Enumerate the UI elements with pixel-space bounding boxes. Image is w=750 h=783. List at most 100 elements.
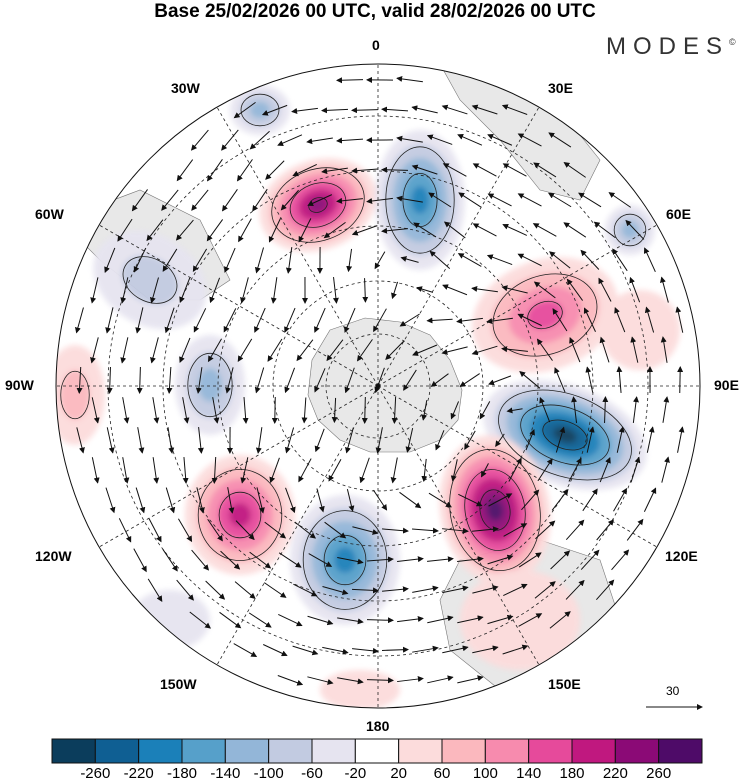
wind-arrow [374, 251, 386, 270]
wind-arrow [495, 433, 505, 447]
wind-arrow [224, 247, 236, 273]
wind-arrow [375, 427, 383, 454]
wind-arrow [135, 307, 144, 334]
wind-arrow [182, 397, 190, 424]
lon-label-150w: 150W [160, 676, 197, 692]
wind-arrow [457, 556, 484, 563]
wind-arrow [209, 277, 221, 304]
wind-arrow [298, 218, 312, 243]
lon-label-180: 180 [366, 718, 390, 734]
contour-line [289, 182, 347, 228]
wind-arrow [391, 396, 398, 424]
wind-arrow [118, 518, 132, 543]
wind-arrow [122, 457, 130, 484]
wind-arrow [207, 518, 223, 542]
colorbar-swatch [614, 738, 660, 764]
wind-arrow [106, 366, 113, 394]
wind-arrow [308, 553, 333, 567]
wind-arrow [442, 163, 467, 177]
wind-arrow [254, 307, 266, 333]
colorbar-swatch [441, 738, 486, 764]
wind-arrow [322, 585, 349, 596]
wind-arrow [421, 458, 428, 483]
colorbar-label: 60 [433, 765, 451, 782]
wind-arrow [630, 456, 641, 483]
wind-arrow [443, 221, 466, 239]
wind-arrow [563, 162, 586, 178]
wind-arrow [382, 527, 409, 534]
wind-arrow [344, 307, 356, 333]
wind-arrow [661, 456, 670, 483]
wind-arrow [412, 645, 439, 653]
wind-arrow [503, 583, 528, 597]
wind-arrow [221, 129, 239, 151]
latitude-circle [162, 170, 594, 602]
wind-arrow [314, 368, 326, 393]
wind-arrow [366, 677, 394, 684]
wind-arrow [518, 613, 543, 627]
wind-arrow [225, 367, 234, 394]
wind-arrow [399, 313, 420, 327]
wind-arrow [263, 644, 288, 657]
wind-arrow [660, 336, 668, 363]
colorbar-swatch [224, 738, 270, 764]
wind-arrow [472, 223, 497, 237]
wind-arrow [396, 195, 423, 203]
wind-arrow [488, 375, 512, 386]
wind-arrow [471, 285, 498, 293]
wind-arrow [506, 407, 523, 414]
wind-arrow [307, 615, 334, 626]
wind-arrow [472, 526, 499, 533]
wind-arrow [162, 248, 178, 272]
wind-arrow [644, 306, 655, 333]
wind-arrow [270, 277, 278, 304]
wind-arrow [105, 307, 114, 334]
wind-arrow [237, 338, 253, 362]
colorbar-swatch [268, 738, 313, 764]
wind-arrow [264, 582, 287, 598]
wind-arrow [285, 247, 293, 274]
wind-arrow [265, 160, 285, 180]
wind-arrow [583, 307, 596, 332]
wind-arrow [373, 489, 388, 511]
contour-line [60, 370, 90, 420]
wind-arrow [206, 219, 224, 242]
wind-arrow [269, 457, 280, 484]
wind-arrow [593, 221, 616, 239]
wind-arrow [149, 277, 159, 304]
colorbar-swatch [571, 738, 616, 764]
wind-arrow [429, 250, 451, 269]
colorbar-swatch [398, 738, 443, 764]
colorbar-swatch [138, 738, 183, 764]
wind-arrow [517, 193, 542, 207]
meridian-line [92, 385, 379, 552]
wind-arrow [264, 521, 287, 539]
wind-arrow [519, 371, 541, 389]
wind-arrow [534, 581, 556, 599]
wind-arrow [361, 396, 368, 424]
wind-arrow [190, 129, 209, 151]
wind-arrow [179, 337, 191, 363]
south-pole [375, 383, 381, 389]
wind-arrow [555, 426, 566, 453]
wind-arrow [307, 194, 333, 207]
wind-arrow [373, 308, 387, 333]
wind-arrow [614, 306, 626, 333]
wind-arrow [548, 192, 572, 208]
wind-arrow [195, 367, 203, 394]
wind-arrow [332, 277, 339, 304]
wind-arrow [536, 338, 553, 361]
wind-arrow [502, 644, 529, 655]
wind-arrow [162, 548, 178, 572]
map-title: Base 25/02/2026 00 UTC, valid 28/02/2026… [154, 1, 596, 22]
wind-arrow [595, 579, 615, 601]
colorbar-label: -20 [344, 765, 367, 782]
wind-arrow [284, 427, 295, 454]
wind-arrow [421, 400, 428, 421]
wind-arrow [351, 587, 379, 594]
meridian-line [212, 100, 379, 387]
reference-vector-label: 30 [666, 684, 680, 698]
wind-arrow [240, 277, 249, 304]
